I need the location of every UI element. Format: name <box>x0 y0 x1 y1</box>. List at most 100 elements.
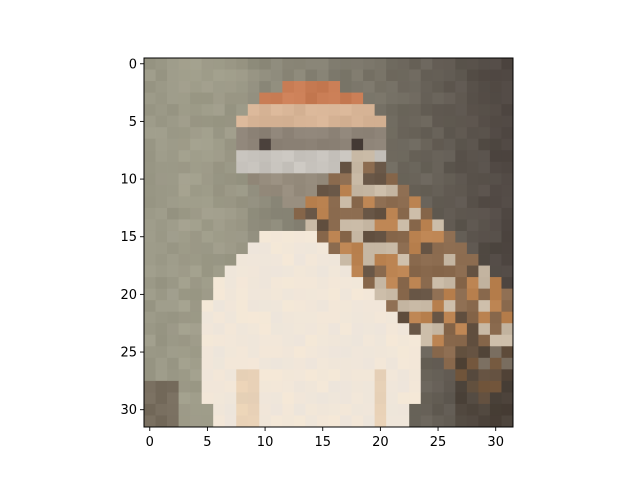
image-pixel <box>293 81 306 93</box>
image-pixel <box>351 58 364 70</box>
image-pixel <box>466 323 479 336</box>
image-pixel <box>466 161 479 174</box>
image-pixel <box>328 311 341 324</box>
image-pixel <box>374 311 387 324</box>
image-pixel <box>328 242 341 255</box>
image-pixel <box>316 300 329 313</box>
image-pixel <box>247 346 260 359</box>
image-pixel <box>167 115 179 128</box>
image-pixel <box>455 288 468 301</box>
image-pixel <box>305 288 318 301</box>
image-pixel <box>501 127 514 140</box>
image-pixel <box>213 334 226 347</box>
image-pixel <box>489 357 502 370</box>
image-pixel <box>432 346 445 359</box>
image-pixel <box>363 254 376 266</box>
image-pixel <box>478 288 491 301</box>
image-pixel <box>478 415 491 428</box>
image-pixel <box>259 323 272 336</box>
x-tick-label: 15 <box>314 435 331 450</box>
image-pixel <box>340 254 352 266</box>
image-pixel <box>247 150 260 163</box>
image-pixel <box>270 196 283 209</box>
image-pixel <box>305 219 318 232</box>
image-pixel <box>489 138 502 151</box>
image-pixel <box>167 277 179 290</box>
image-pixel <box>374 104 387 117</box>
image-pixel <box>340 138 352 151</box>
image-pixel <box>374 69 387 82</box>
image-pixel <box>386 380 399 393</box>
image-pixel <box>478 392 491 405</box>
image-pixel <box>420 219 433 232</box>
image-pixel <box>489 346 502 359</box>
image-pixel <box>455 104 468 117</box>
image-pixel <box>144 380 156 393</box>
image-pixel <box>374 138 387 151</box>
image-pixel <box>144 334 156 347</box>
image-pixel <box>455 392 468 405</box>
image-pixel <box>374 242 387 255</box>
image-pixel <box>305 184 318 197</box>
image-pixel <box>455 265 468 278</box>
image-pixel <box>224 196 237 209</box>
image-pixel <box>489 184 502 197</box>
image-pixel <box>178 300 191 313</box>
image-pixel <box>340 415 352 428</box>
x-tick-label: 0 <box>146 435 154 450</box>
image-pixel <box>270 104 283 117</box>
image-pixel <box>386 104 399 117</box>
image-pixel <box>236 58 249 70</box>
image-pixel <box>167 323 179 336</box>
image-pixel <box>305 115 318 128</box>
image-pixel <box>489 92 502 105</box>
image-pixel <box>409 69 422 82</box>
image-pixel <box>409 311 422 324</box>
image-pixel <box>282 242 295 255</box>
image-pixel <box>178 196 191 209</box>
image-pixel <box>478 115 491 128</box>
image-pixel <box>386 346 399 359</box>
image-pixel <box>443 415 456 428</box>
image-pixel <box>236 300 249 313</box>
image-pixel <box>178 230 191 243</box>
image-pixel <box>247 311 260 324</box>
image-pixel <box>259 403 272 416</box>
image-pixel <box>363 346 376 359</box>
image-pixel <box>443 184 456 197</box>
image-pixel <box>259 277 272 290</box>
image-pixel <box>397 300 410 313</box>
image-pixel <box>363 219 376 232</box>
image-pixel <box>340 161 352 174</box>
image-pixel <box>501 346 514 359</box>
image-pixel <box>305 81 318 93</box>
image-pixel <box>155 92 168 105</box>
image-pixel <box>190 334 203 347</box>
image-pixel <box>236 196 249 209</box>
image-pixel <box>259 115 272 128</box>
image-pixel <box>501 369 514 382</box>
image-pixel <box>478 357 491 370</box>
image-pixel <box>155 184 168 197</box>
image-pixel <box>201 196 214 209</box>
image-pixel <box>466 219 479 232</box>
image-pixel <box>247 230 260 243</box>
image-pixel <box>443 81 456 93</box>
image-pixel <box>455 58 468 70</box>
image-pixel <box>270 346 283 359</box>
image-pixel <box>155 334 168 347</box>
image-pixel <box>432 242 445 255</box>
image-pixel <box>293 115 306 128</box>
image-pixel <box>305 69 318 82</box>
image-pixel <box>328 403 341 416</box>
y-tick-label: 0 <box>129 57 137 72</box>
image-pixel <box>455 173 468 186</box>
image-pixel <box>282 161 295 174</box>
image-pixel <box>167 138 179 151</box>
image-pixel <box>155 161 168 174</box>
image-pixel <box>316 69 329 82</box>
image-pixel <box>340 81 352 93</box>
image-pixel <box>201 403 214 416</box>
image-pixel <box>409 357 422 370</box>
image-pixel <box>455 357 468 370</box>
